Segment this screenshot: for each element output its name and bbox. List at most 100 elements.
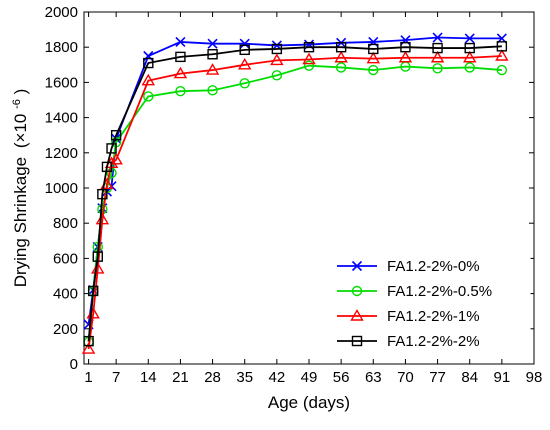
legend-marker [351, 260, 363, 272]
series-3 [83, 41, 508, 347]
data-point [173, 66, 188, 79]
data-point [207, 49, 218, 60]
legend-marker [351, 285, 363, 297]
data-point [368, 43, 379, 55]
data-point [270, 53, 284, 66]
data-point [141, 73, 156, 86]
y-tick-label: 200 [53, 321, 78, 338]
series-2 [81, 49, 509, 354]
x-tick-label: 1 [84, 369, 92, 386]
data-point [205, 63, 220, 75]
x-tick-label: 28 [204, 369, 221, 386]
y-axis-label: Drying Shrinkage (×10 -6 ) [11, 89, 30, 288]
data-point [92, 251, 103, 262]
legend-label: FA1.2-2%-0.5% [387, 283, 492, 300]
y-tick-label: 1800 [45, 39, 78, 56]
data-point [462, 50, 477, 63]
data-point [271, 70, 283, 81]
series-layer [81, 32, 509, 354]
data-point [95, 212, 110, 225]
data-point [366, 51, 381, 64]
data-point [87, 285, 99, 297]
series-line [87, 45, 502, 342]
y-tick-label: 1000 [45, 180, 78, 197]
data-point [81, 342, 96, 354]
data-point [464, 33, 475, 44]
y-axis-label-exponent: -6 [11, 99, 23, 109]
data-point [239, 38, 250, 49]
data-point [101, 161, 113, 173]
data-point [83, 335, 94, 347]
y-tick-label: 800 [53, 215, 78, 232]
x-tick-label: 91 [494, 369, 511, 386]
legend-box [324, 251, 531, 357]
data-point [496, 41, 508, 52]
y-tick-label: 600 [53, 250, 78, 267]
y-axis-label-close: ) [11, 89, 30, 95]
data-point [143, 91, 154, 102]
data-point [239, 78, 250, 89]
data-point [334, 50, 348, 63]
x-tick-label: 77 [429, 369, 446, 386]
legend-marker [351, 335, 363, 347]
data-point [335, 42, 347, 53]
legend-marker [350, 309, 364, 321]
data-point [335, 62, 347, 73]
x-tick-label: 42 [269, 369, 286, 386]
y-tick-label: 2000 [45, 4, 78, 21]
data-point [175, 36, 186, 47]
x-axis-label: Age (days) [268, 393, 350, 412]
data-point [303, 60, 315, 71]
data-point [495, 49, 509, 61]
data-point [207, 85, 218, 96]
data-point [175, 85, 186, 97]
data-point [398, 50, 413, 63]
data-point [368, 64, 379, 76]
data-point [303, 42, 315, 53]
legend-label: FA1.2-2%-2% [387, 333, 480, 350]
data-point [464, 42, 475, 54]
y-tick-label: 0 [70, 356, 78, 373]
data-point [109, 152, 123, 165]
x-tick-label: 14 [140, 369, 157, 386]
x-tick-label: 84 [461, 369, 478, 386]
data-point [106, 143, 117, 154]
y-tick-label: 1600 [45, 74, 78, 91]
series-line [87, 64, 502, 343]
data-point [464, 62, 475, 73]
data-point [302, 52, 316, 65]
legend-item: FA1.2-2%-0% [337, 258, 480, 275]
legend-item: FA1.2-2%-1% [337, 308, 480, 325]
data-point [207, 38, 218, 49]
data-point [432, 63, 443, 74]
legend: FA1.2-2%-0% FA1.2-2%-0.5% FA1.2-2%-1% FA1.2… [324, 251, 531, 357]
y-tick-label: 1200 [45, 145, 78, 162]
y-tick-label: 400 [53, 286, 78, 303]
data-point [271, 43, 283, 55]
data-point [400, 42, 411, 53]
data-point [432, 32, 443, 43]
data-point [110, 129, 122, 141]
data-point [432, 42, 443, 54]
data-point [496, 64, 508, 76]
legend-label: FA1.2-2%-1% [387, 308, 480, 325]
series-line [87, 55, 502, 350]
y-tick-label: 1400 [45, 110, 78, 127]
data-point [430, 50, 445, 63]
x-tick-label: 35 [236, 369, 253, 386]
x-tick-label: 63 [365, 369, 382, 386]
legend-item: FA1.2-2%-2% [337, 333, 480, 350]
x-tick-label: 98 [526, 369, 543, 386]
y-axis-label-unit: (×10 [11, 114, 30, 149]
x-tick-label: 56 [333, 369, 350, 386]
data-point [97, 188, 108, 200]
x-tick-label: 21 [172, 369, 189, 386]
data-point [175, 51, 186, 63]
data-point [237, 57, 252, 70]
legend-item: FA1.2-2%-0.5% [337, 283, 492, 300]
x-tick-label: 7 [112, 369, 120, 386]
y-axis-label-main: Drying Shrinkage [11, 157, 30, 287]
data-point [239, 44, 250, 56]
